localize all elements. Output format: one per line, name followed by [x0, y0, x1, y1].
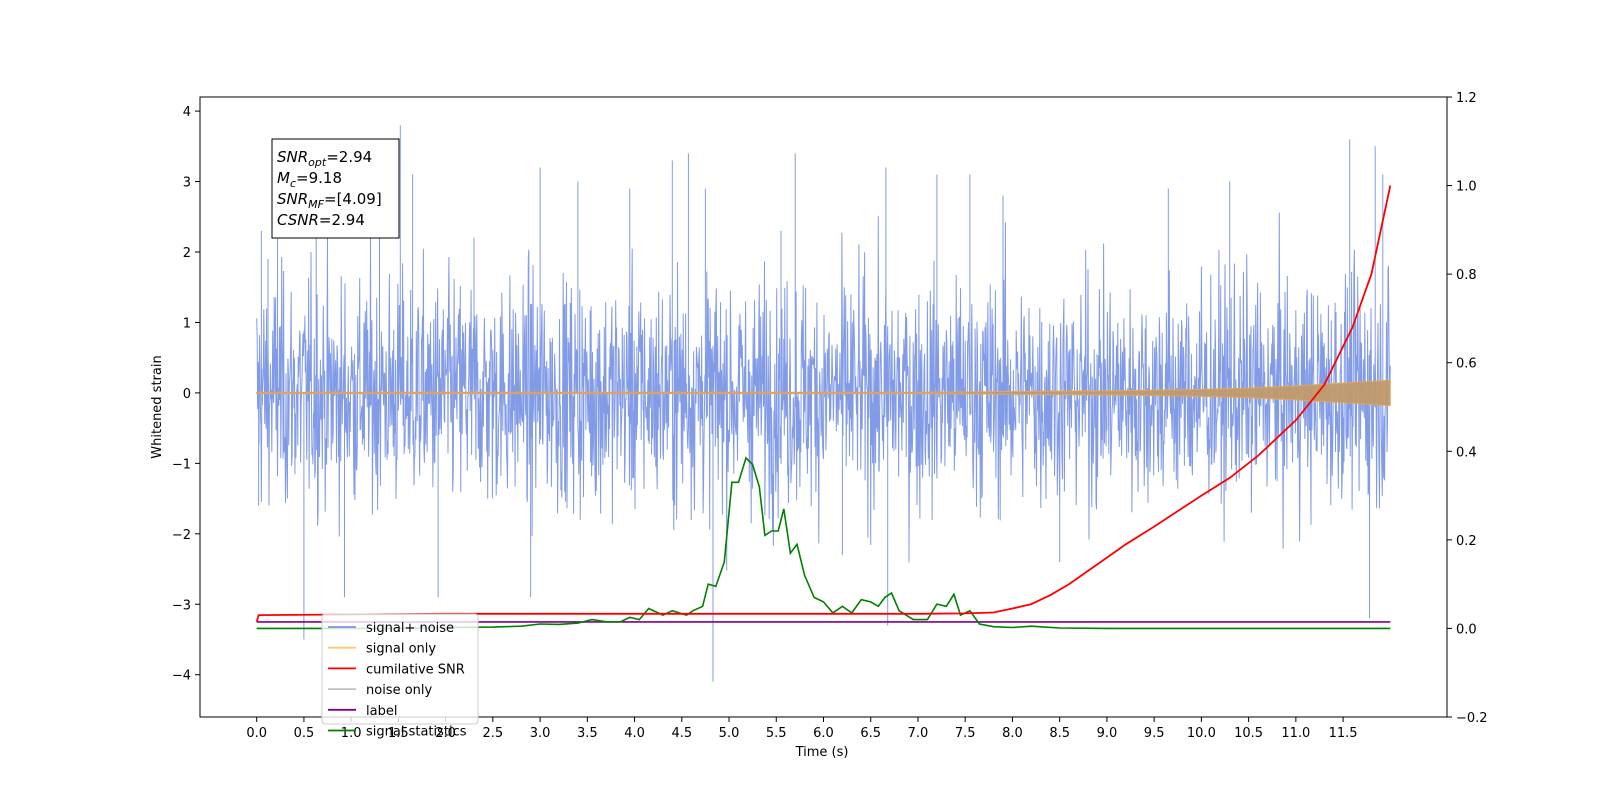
x-tick-label: 11.5	[1329, 726, 1358, 741]
x-tick-label: 0.5	[294, 726, 315, 741]
legend-label: signal statistics	[366, 725, 467, 740]
series-cumulative-snr	[255, 185, 1392, 623]
x-tick-label: 4.0	[624, 726, 645, 741]
info-box-line: CSNR=2.94	[277, 211, 365, 229]
y2-tick-label: 0.4	[1456, 445, 1477, 460]
info-box-line: SNRMF=[4.09]	[277, 190, 382, 211]
x-tick-label: 8.5	[1049, 726, 1070, 741]
y2-tick-label: 0.0	[1456, 622, 1477, 637]
y-tick-label: −2	[172, 528, 191, 543]
info-box-line: SNRopt=2.94	[277, 148, 372, 169]
x-tick-label: 1.0	[341, 726, 362, 741]
y2-tick-label: −0.2	[1456, 711, 1488, 726]
y-tick-label: 2	[183, 246, 191, 261]
x-tick-label: 9.0	[1097, 726, 1118, 741]
x-tick-label: 3.0	[530, 726, 551, 741]
x-tick-label: 6.5	[860, 726, 881, 741]
x-tick-label: 4.5	[671, 726, 692, 741]
info-box-frame	[271, 138, 400, 239]
y-tick-label: 0	[183, 387, 191, 402]
y-tick-label: 4	[183, 105, 191, 120]
y2-tick-label: 0.2	[1456, 534, 1477, 549]
legend-label: signal only	[366, 642, 436, 657]
x-tick-label: 11.0	[1281, 726, 1310, 741]
info-box-line: Mc=9.18	[277, 169, 342, 190]
y-tick-label: −3	[172, 598, 191, 613]
y-tick-label: −4	[172, 669, 191, 684]
y-tick-label: 3	[183, 176, 191, 191]
x-tick-label: 2.5	[483, 726, 504, 741]
y2-tick-label: 0.8	[1456, 268, 1477, 283]
y-tick-label: −1	[172, 457, 191, 472]
y2-tick-label: 1.0	[1456, 180, 1477, 195]
x-tick-label: 7.5	[955, 726, 976, 741]
legend-label: noise only	[366, 683, 433, 698]
series-signal-only	[256, 379, 1391, 407]
legend: signal+ noise signal only cumilative SNR no…	[321, 613, 479, 740]
legend-label: label	[366, 704, 397, 719]
x-tick-label: 10.0	[1187, 726, 1216, 741]
series-signal-noise	[256, 125, 1391, 682]
x-tick-label: 1.5	[388, 726, 409, 741]
legend-frame	[321, 613, 479, 725]
x-tick-label: 7.0	[908, 726, 929, 741]
x-tick-label: 5.5	[766, 726, 787, 741]
x-tick-label: 8.0	[1002, 726, 1023, 741]
x-tick-label: 10.5	[1234, 726, 1263, 741]
x-tick-label: 6.0	[813, 726, 834, 741]
x-tick-label: 3.5	[577, 726, 598, 741]
y-tick-label: 1	[183, 316, 191, 331]
series-signal-statistics	[256, 456, 1391, 630]
x-tick-label: 2.0	[435, 726, 456, 741]
x-tick-label: 5.0	[719, 726, 740, 741]
x-tick-label: 0.0	[246, 726, 267, 741]
y2-tick-label: 0.6	[1456, 357, 1477, 372]
y-axis-label: Whitened strain	[150, 355, 165, 458]
y2-tick-label: 1.2	[1456, 91, 1477, 106]
x-tick-label: 9.5	[1144, 726, 1165, 741]
legend-label: signal+ noise	[366, 621, 454, 636]
legend-label: cumilative SNR	[366, 662, 465, 677]
x-axis-label: Time (s)	[795, 745, 849, 760]
